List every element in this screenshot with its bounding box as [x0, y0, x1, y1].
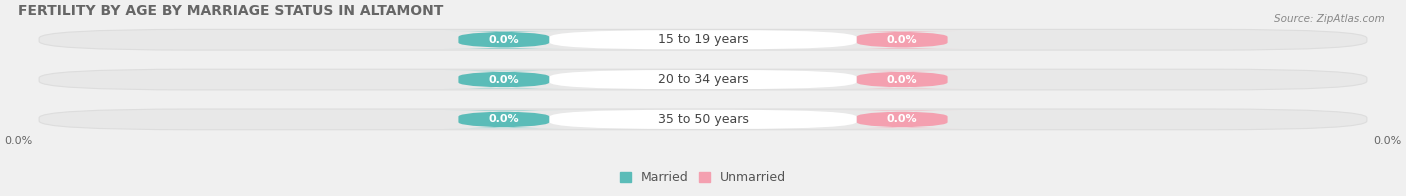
Text: 0.0%: 0.0% — [4, 136, 32, 146]
Text: 0.0%: 0.0% — [488, 74, 519, 84]
FancyBboxPatch shape — [550, 30, 856, 49]
Text: 0.0%: 0.0% — [887, 114, 918, 124]
FancyBboxPatch shape — [550, 110, 856, 129]
Text: 0.0%: 0.0% — [887, 35, 918, 45]
Text: 0.0%: 0.0% — [488, 35, 519, 45]
FancyBboxPatch shape — [444, 31, 564, 48]
Text: FERTILITY BY AGE BY MARRIAGE STATUS IN ALTAMONT: FERTILITY BY AGE BY MARRIAGE STATUS IN A… — [18, 4, 443, 18]
FancyBboxPatch shape — [550, 70, 856, 89]
Legend: Married, Unmarried: Married, Unmarried — [620, 171, 786, 184]
Text: 0.0%: 0.0% — [1374, 136, 1402, 146]
FancyBboxPatch shape — [39, 69, 1367, 90]
FancyBboxPatch shape — [39, 29, 1367, 50]
FancyBboxPatch shape — [444, 111, 564, 128]
Text: 15 to 19 years: 15 to 19 years — [658, 33, 748, 46]
Text: 35 to 50 years: 35 to 50 years — [658, 113, 748, 126]
FancyBboxPatch shape — [444, 71, 564, 88]
Text: 20 to 34 years: 20 to 34 years — [658, 73, 748, 86]
Text: Source: ZipAtlas.com: Source: ZipAtlas.com — [1274, 14, 1385, 24]
Text: 0.0%: 0.0% — [488, 114, 519, 124]
FancyBboxPatch shape — [842, 71, 962, 88]
FancyBboxPatch shape — [842, 111, 962, 128]
FancyBboxPatch shape — [39, 109, 1367, 130]
Text: 0.0%: 0.0% — [887, 74, 918, 84]
FancyBboxPatch shape — [842, 31, 962, 48]
